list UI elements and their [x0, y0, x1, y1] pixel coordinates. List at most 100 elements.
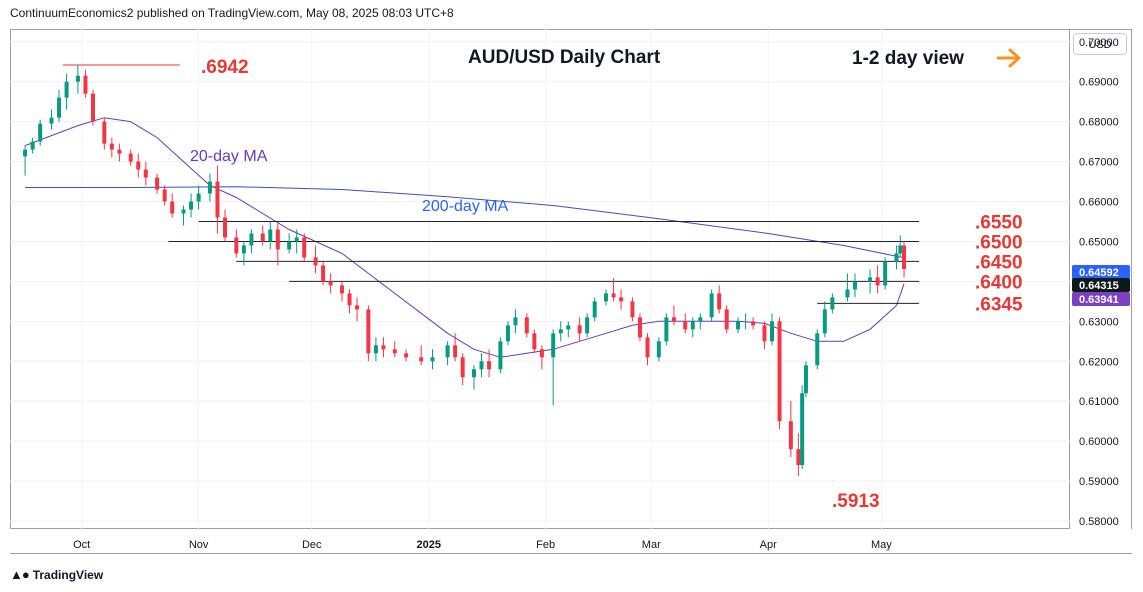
candle-body	[128, 153, 133, 162]
candle-body	[155, 177, 160, 190]
candle-body	[313, 257, 318, 266]
candle-body	[762, 325, 767, 342]
candle-body	[479, 361, 484, 370]
candle-body	[664, 317, 669, 342]
ma20-annotation: 20-day MA	[190, 148, 268, 165]
candle-body	[604, 293, 609, 302]
candle-body	[38, 123, 43, 142]
candle-body	[683, 321, 688, 330]
time-tick-label: Dec	[302, 539, 322, 551]
candle-body	[102, 121, 107, 144]
candle-body	[30, 141, 35, 150]
candle-body	[611, 293, 616, 298]
candle-body	[355, 305, 360, 310]
candle-body	[83, 75, 88, 94]
candle-body	[162, 189, 167, 202]
candle-body	[815, 333, 820, 366]
candle-body	[868, 277, 873, 282]
candle-body	[709, 293, 714, 318]
price-tick-label: 0.61000	[1079, 396, 1119, 408]
candle-body	[551, 333, 556, 358]
ma200-line	[25, 186, 905, 259]
tradingview-logo[interactable]: ▲● TradingView	[10, 567, 103, 582]
time-tick-label: Oct	[73, 539, 90, 551]
candle-body	[215, 181, 220, 218]
candle-body	[143, 169, 148, 178]
candle-body	[287, 241, 292, 250]
candle-body	[189, 201, 194, 210]
candle-body	[524, 317, 529, 334]
low-label: .5913	[832, 491, 880, 512]
candle-body	[453, 345, 458, 358]
candle-body	[656, 341, 661, 358]
candle-body	[404, 353, 409, 358]
candle-body	[321, 265, 326, 282]
candle-body	[294, 237, 299, 242]
time-tick-label: Mar	[642, 539, 661, 551]
candle-body	[619, 297, 624, 302]
candle-body	[430, 357, 435, 362]
price-tick-label: 0.63000	[1079, 316, 1119, 328]
price-tick-label: 0.69000	[1079, 77, 1119, 89]
candle-body	[207, 181, 212, 194]
time-tick-label: Feb	[536, 539, 555, 551]
candle-body	[445, 345, 450, 358]
tradingview-logo-text: TradingView	[32, 567, 104, 582]
level-label: .6550	[975, 212, 1023, 233]
candle-body	[883, 261, 888, 286]
candle-body	[800, 393, 805, 466]
candle-body	[109, 143, 114, 150]
chart-title: AUD/USD Daily Chart	[468, 47, 661, 68]
candle-body	[339, 285, 344, 294]
candle-body	[347, 293, 352, 306]
candle-body	[328, 281, 333, 286]
candle-body	[373, 345, 378, 354]
candle-body	[796, 449, 801, 466]
candle-body	[136, 161, 141, 170]
level-label: .6400	[975, 272, 1023, 293]
price-badge-label: 0.64315	[1079, 280, 1119, 292]
candle-body	[249, 233, 254, 246]
candle-body	[894, 253, 899, 262]
price-tick-label: 0.66000	[1079, 197, 1119, 209]
candle-body	[777, 321, 782, 422]
candle-body	[830, 297, 835, 310]
candle-body	[366, 309, 371, 354]
candle-body	[736, 321, 741, 330]
candle-body	[630, 301, 635, 318]
price-badge-label: 0.63941	[1079, 294, 1119, 306]
currency-button[interactable]: USD	[1073, 33, 1127, 55]
price-badge	[1072, 292, 1130, 306]
candle-body	[381, 345, 386, 350]
candle-body	[117, 149, 122, 154]
candle-body	[788, 421, 793, 450]
level-label: .6942	[201, 57, 249, 78]
candle-body	[268, 229, 273, 242]
price-tick-label: 0.70000	[1079, 37, 1119, 49]
candle-body	[577, 325, 582, 334]
time-tick-label: May	[871, 539, 892, 551]
candle-body	[769, 321, 774, 342]
candle-body	[181, 209, 186, 214]
candle-body	[234, 237, 239, 254]
price-tick-label: 0.59000	[1079, 476, 1119, 488]
candle-body	[671, 317, 676, 322]
candle-body	[532, 333, 537, 350]
candle-body	[751, 321, 756, 326]
price-tick-label: 0.58000	[1079, 516, 1119, 528]
price-badge	[1072, 278, 1130, 292]
candle-body	[845, 289, 850, 298]
candle-body	[505, 325, 510, 342]
candle-body	[90, 93, 95, 122]
chart-pane[interactable]	[10, 29, 1070, 529]
candle-body	[419, 357, 424, 362]
candle-body	[637, 317, 642, 338]
price-axis[interactable]	[1070, 29, 1132, 529]
candle-body	[196, 193, 201, 202]
publisher-caption: ContinuumEconomics2 published on Trading…	[10, 6, 454, 20]
ma200-annotation: 200-day MA	[422, 198, 509, 215]
price-tick-label: 0.68000	[1079, 117, 1119, 129]
candle-body	[690, 321, 695, 330]
time-tick-label: Apr	[760, 539, 777, 551]
